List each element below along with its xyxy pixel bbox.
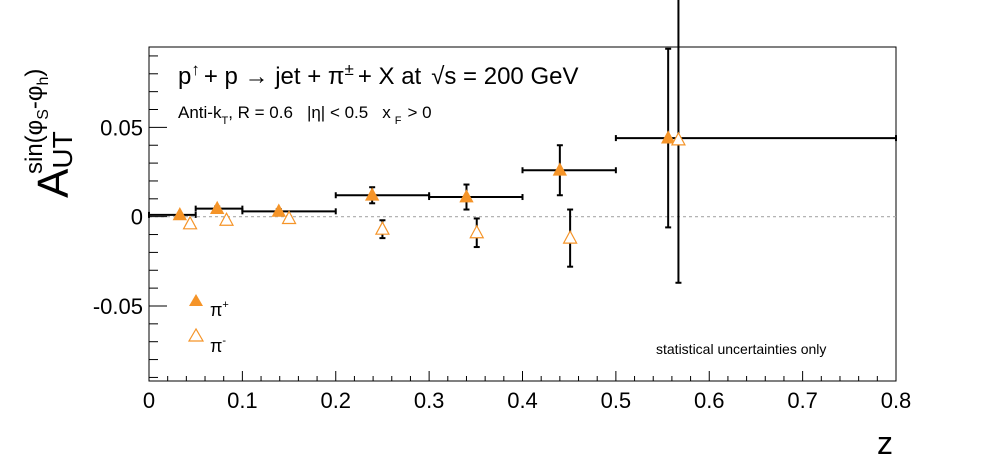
y-axis-label: AUT sin(φS-φh) <box>21 69 78 198</box>
pi-plus-point <box>172 207 187 221</box>
pi-minus-point <box>670 131 686 146</box>
legend-label-pi-minus: π- <box>210 335 226 356</box>
pi-plus-point <box>660 130 676 144</box>
axis-ticks <box>148 55 897 381</box>
chart-subtitle: Anti-kT, R = 0.6 |η| < 0.5 x F > 0 <box>178 103 432 127</box>
annotation-text: statistical uncertainties only <box>656 341 826 357</box>
pi-minus-point <box>281 210 297 225</box>
x-tick-label: 0.1 <box>227 388 258 413</box>
pi-minus-point <box>469 224 485 239</box>
x-axis-label: z <box>877 425 893 461</box>
x-tick-label: 0.6 <box>694 388 725 413</box>
pi-plus-point <box>459 189 474 203</box>
svg-text:sin(φS-φh): sin(φS-φh) <box>21 69 52 174</box>
tick-labels: 0 0.1 0.2 0.3 0.4 0.5 0.6 0.7 0.8 0.05 0 -0.05 <box>93 115 911 413</box>
pi-minus-point <box>182 215 198 230</box>
x-tick-label: 0.5 <box>601 388 632 413</box>
x-tick-label: 0 <box>143 388 155 413</box>
pi-plus-point <box>271 203 286 217</box>
pi-plus-point <box>209 200 225 215</box>
pi-plus-point <box>364 187 380 201</box>
legend: π+ π- <box>187 294 229 356</box>
legend-label-pi-plus: π+ <box>210 299 229 320</box>
pi-minus-point <box>218 211 235 226</box>
x-tick-label: 0.3 <box>414 388 445 413</box>
svg-text:AUT: AUT <box>29 131 78 198</box>
x-tick-label: 0.4 <box>507 388 538 413</box>
pi-minus-point <box>562 229 578 244</box>
error-bars <box>148 0 897 284</box>
legend-marker-pi-plus <box>189 294 203 306</box>
pi-plus-point <box>552 162 568 176</box>
x-tick-label: 0.8 <box>881 388 912 413</box>
x-tick-label: 0.7 <box>787 388 818 413</box>
y-tick-label: -0.05 <box>93 294 143 319</box>
pi-minus-point <box>374 220 390 235</box>
x-tick-label: 0.2 <box>320 388 351 413</box>
y-tick-label: 0.05 <box>100 115 143 140</box>
legend-marker-pi-minus <box>187 327 205 342</box>
y-tick-label: 0 <box>131 205 143 230</box>
data-markers <box>172 130 686 244</box>
plot-frame <box>148 46 897 382</box>
chart-title: p↑ + p → jet + π± + X at √s = 200 GeV <box>178 60 578 90</box>
